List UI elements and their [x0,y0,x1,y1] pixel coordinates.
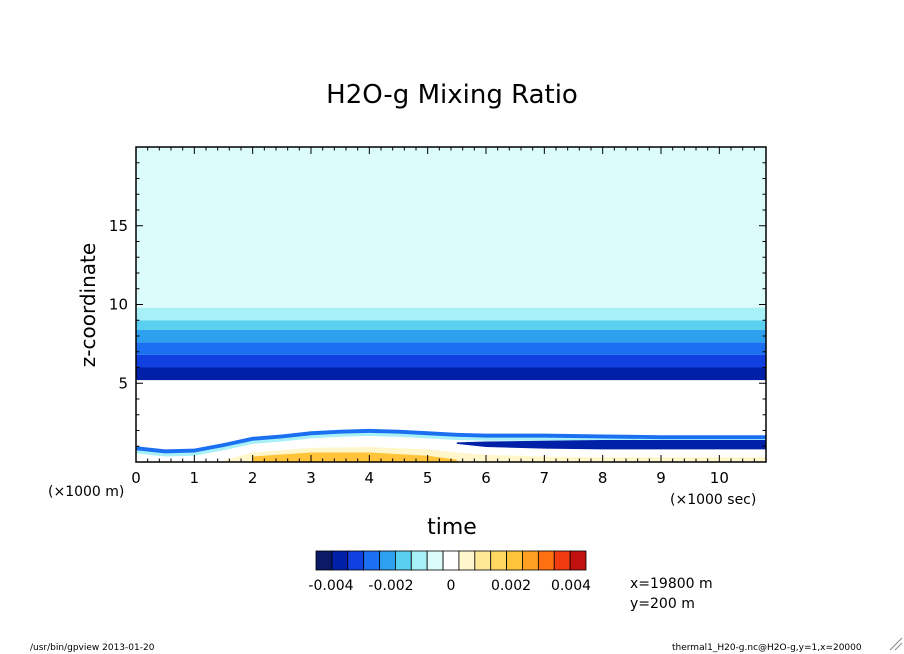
resize-grip-icon [889,637,903,651]
x-tick-label: 8 [598,469,608,487]
colorbar-swatch [569,550,587,571]
lower-strong-negative-band [456,439,766,450]
footer-right: thermal1_H20-g.nc@H2O-g,y=1,x=20000 [672,643,862,653]
y-tick-label: 5 [118,374,128,392]
colorbar-swatch [347,550,365,571]
colorbar-swatch [315,550,333,571]
x-tick-label: 0 [131,469,141,487]
y-tick-label: 15 [109,217,128,235]
colorbar-label: 0.004 [551,578,591,594]
colorbar-swatch [458,550,476,571]
contour-layer-2 [136,342,766,355]
contour-layer-3 [136,329,766,343]
lower-strong-positive-region [252,452,457,462]
colorbar-swatch [490,550,507,571]
x-tick-label: 6 [481,469,491,487]
x-tick-label: 5 [423,469,433,487]
contour-layer-1 [136,354,766,368]
colorbar-swatch [506,550,523,571]
colorbar-swatch [395,550,412,571]
x-tick-label: 10 [710,469,729,487]
colorbar-label: -0.002 [368,578,413,594]
x-tick-label: 4 [365,469,375,487]
annotation-x: x=19800 m [630,576,713,592]
colorbar-swatch [410,550,428,571]
x-tick-label: 2 [248,469,258,487]
colorbar-swatch [442,550,460,571]
y-axis-label: z-coordinate [76,243,100,367]
colorbar-swatch [553,550,571,571]
contour-layer-4 [136,320,766,330]
x-tick-label: 1 [190,469,200,487]
colorbar-swatch [537,550,555,571]
x-unit-label: (×1000 sec) [670,492,756,508]
colorbar-swatch [363,550,380,571]
annotation-y: y=200 m [630,596,695,612]
colorbar-swatch [474,550,492,571]
colorbar-swatch [522,550,539,571]
contour-layer-0 [136,367,766,381]
x-tick-label: 3 [306,469,316,487]
chart-title: H2O-g Mixing Ratio [326,80,578,110]
colorbar-swatch [379,550,396,571]
x-axis-label: time [427,515,477,540]
colorbar-label: 0.002 [491,578,531,594]
colorbar-label: 0 [447,578,456,594]
y-unit-label: (×1000 m) [48,484,124,500]
colorbar-swatch [331,550,349,571]
footer-left: /usr/bin/gpview 2013-01-20 [30,643,155,653]
contour-layer-6 [136,147,766,308]
colorbar-swatch [426,550,444,571]
x-tick-label: 9 [656,469,666,487]
y-tick-label: 10 [109,296,128,314]
colorbar-label: -0.004 [308,578,353,594]
contour-layer-5 [136,307,766,321]
x-tick-label: 7 [540,469,550,487]
